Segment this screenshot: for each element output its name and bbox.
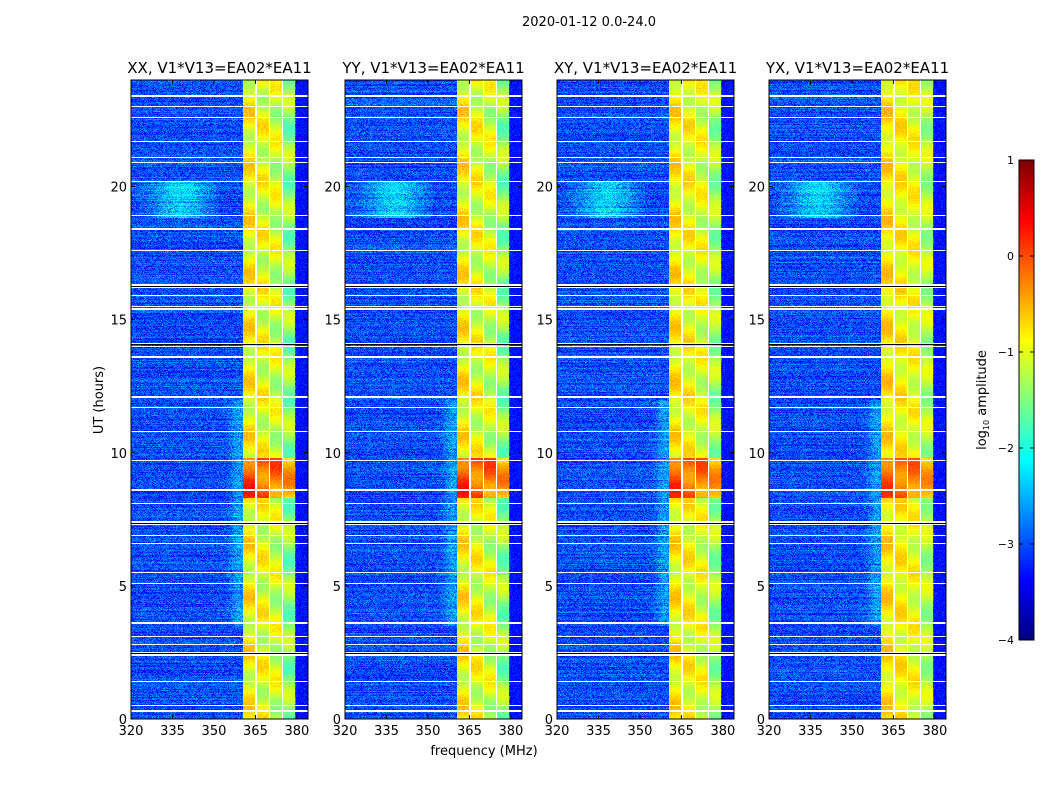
x-tick-label: 365 bbox=[881, 724, 906, 739]
x-tick-label: 320 bbox=[333, 724, 358, 739]
panel-1: YY, V1*V13=EA02*EA11 320 335 350 365 380 0 5 10 1… bbox=[324, 59, 524, 739]
colorbar-tick-label: −4 bbox=[998, 634, 1014, 647]
x-tick-label: 320 bbox=[119, 724, 144, 739]
y-tick-label: 0 bbox=[545, 713, 553, 728]
y-tick-label: 0 bbox=[757, 713, 765, 728]
x-tick-label: 350 bbox=[416, 724, 441, 739]
panel-2: XY, V1*V13=EA02*EA11 320 335 350 365 380 0 5 10 1… bbox=[536, 59, 737, 739]
x-tick-label: 320 bbox=[757, 724, 782, 739]
x-tick-label: 380 bbox=[711, 724, 736, 739]
panel-title: YX, V1*V13=EA02*EA11 bbox=[765, 59, 949, 77]
heatmap-xy bbox=[557, 80, 734, 719]
y-tick-label: 0 bbox=[119, 713, 127, 728]
x-axis-label: frequency (MHz) bbox=[430, 744, 537, 759]
axes-frame bbox=[556, 79, 735, 720]
x-tick-label: 350 bbox=[202, 724, 227, 739]
heatmap-xx bbox=[131, 80, 308, 719]
colorbar-tick-label: −3 bbox=[998, 538, 1014, 551]
x-tick-label: 320 bbox=[545, 724, 570, 739]
x-tick-label: 335 bbox=[798, 724, 823, 739]
y-tick-label: 5 bbox=[545, 580, 553, 595]
y-tick-label: 20 bbox=[536, 181, 553, 196]
y-tick-label: 20 bbox=[324, 181, 341, 196]
x-tick-label: 380 bbox=[285, 724, 310, 739]
axes-frame bbox=[768, 79, 947, 720]
axes-frame bbox=[130, 79, 309, 720]
y-tick-label: 20 bbox=[748, 181, 765, 196]
x-tick-label: 350 bbox=[628, 724, 653, 739]
panel-title: XY, V1*V13=EA02*EA11 bbox=[554, 59, 737, 77]
y-tick-label: 10 bbox=[324, 447, 341, 462]
colorbar-tick-label: 0 bbox=[1007, 250, 1014, 263]
x-tick-label: 365 bbox=[243, 724, 268, 739]
y-tick-label: 10 bbox=[110, 447, 127, 462]
axes-frame bbox=[344, 79, 523, 720]
panel-title: XX, V1*V13=EA02*EA11 bbox=[127, 59, 311, 77]
y-tick-label: 15 bbox=[324, 314, 341, 329]
y-tick-label: 10 bbox=[748, 447, 765, 462]
colorbar-label: log10 amplitude bbox=[975, 350, 991, 450]
panel-title: YY, V1*V13=EA02*EA11 bbox=[341, 59, 524, 77]
x-tick-label: 365 bbox=[457, 724, 482, 739]
y-tick-label: 20 bbox=[110, 181, 127, 196]
y-tick-label: 10 bbox=[536, 447, 553, 462]
x-tick-label: 365 bbox=[669, 724, 694, 739]
colorbar-frame bbox=[1018, 159, 1035, 641]
colorbar-tick-label: −1 bbox=[998, 346, 1014, 359]
y-tick-label: 5 bbox=[757, 580, 765, 595]
panel-0: XX, V1*V13=EA02*EA11 320 335 350 365 380 0 5 10 1… bbox=[110, 59, 311, 739]
y-tick-label: 0 bbox=[333, 713, 341, 728]
x-tick-label: 380 bbox=[923, 724, 948, 739]
x-tick-label: 335 bbox=[374, 724, 399, 739]
y-tick-label: 15 bbox=[536, 314, 553, 329]
y-tick-label: 5 bbox=[333, 580, 341, 595]
y-tick-label: 15 bbox=[748, 314, 765, 329]
x-tick-label: 335 bbox=[160, 724, 185, 739]
colorbar-tick-label: 1 bbox=[1007, 154, 1014, 167]
y-tick-label: 5 bbox=[119, 580, 127, 595]
panel-3: YX, V1*V13=EA02*EA11 320 335 350 365 380 0 5 10 1… bbox=[748, 59, 949, 739]
y-tick-label: 15 bbox=[110, 314, 127, 329]
x-tick-label: 335 bbox=[586, 724, 611, 739]
x-tick-label: 380 bbox=[499, 724, 524, 739]
colorbar-gradient bbox=[1019, 160, 1034, 640]
heatmap-yx bbox=[769, 80, 946, 719]
colorbar-tick-label: −2 bbox=[998, 442, 1014, 455]
heatmap-yy bbox=[345, 80, 522, 719]
y-axis-label: UT (hours) bbox=[92, 366, 107, 434]
figure-title: 2020-01-12 0.0-24.0 bbox=[522, 15, 656, 30]
x-tick-label: 350 bbox=[840, 724, 865, 739]
